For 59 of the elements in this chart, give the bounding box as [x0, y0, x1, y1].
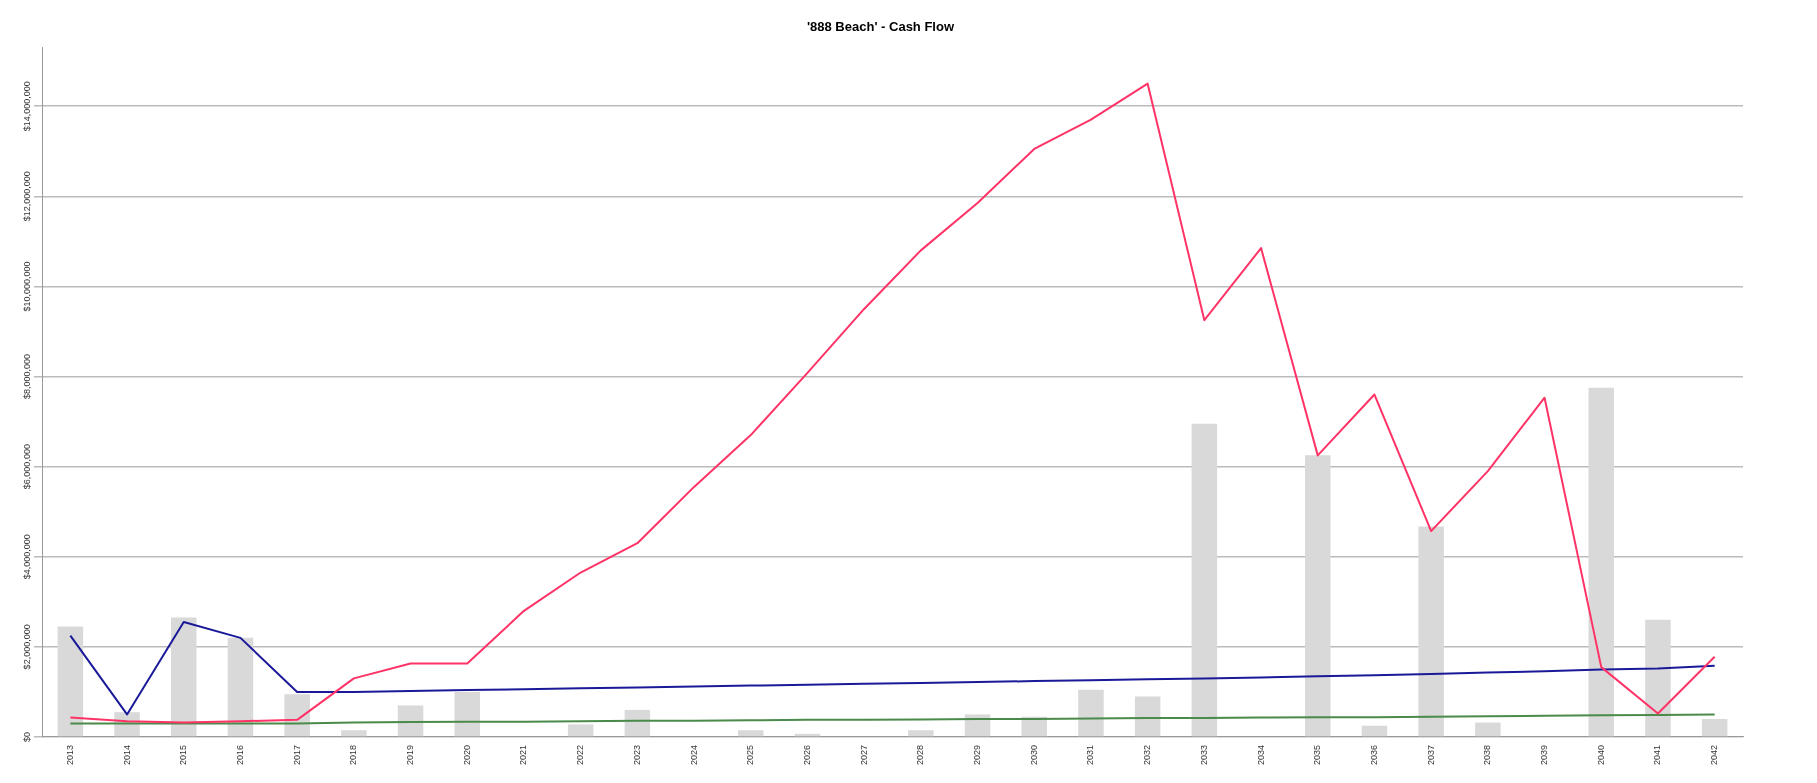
- y-tick-label: $10,000,000: [22, 261, 33, 312]
- y-tick-label: $4,000,000: [22, 534, 33, 580]
- x-tick-label: 2015: [178, 744, 189, 766]
- x-tick-label: 2030: [1028, 744, 1039, 766]
- bar: [964, 714, 991, 737]
- bar: [567, 724, 594, 737]
- x-tick-label: 2017: [291, 744, 302, 766]
- x-tick-label: 2019: [405, 744, 416, 766]
- bar: [1361, 725, 1388, 737]
- x-tick-label: 2016: [234, 744, 245, 766]
- bar: [1304, 455, 1331, 737]
- y-tick-label: $12,000,000: [22, 171, 33, 222]
- bar: [1078, 689, 1104, 737]
- x-tick-label: 2013: [64, 744, 75, 766]
- y-tick-label: $2,000,000: [22, 624, 33, 670]
- x-tick-label: 2027: [858, 744, 869, 766]
- x-tick-label: 2042: [1709, 744, 1720, 766]
- bar: [341, 730, 367, 737]
- bar: [57, 626, 84, 737]
- bar: [908, 730, 934, 737]
- x-tick-label: 2024: [688, 744, 699, 766]
- bar: [1475, 722, 1501, 737]
- x-tick-label: 2014: [121, 744, 132, 766]
- bar: [170, 617, 197, 737]
- y-tick-label: $8,000,000: [22, 354, 33, 400]
- x-tick-label: 2022: [575, 744, 586, 766]
- x-tick-label: 2021: [518, 744, 529, 766]
- x-tick-label: 2018: [348, 744, 359, 766]
- x-tick-label: 2038: [1482, 744, 1493, 766]
- y-tick-label: $14,000,000: [22, 81, 33, 132]
- x-tick-label: 2040: [1595, 744, 1606, 766]
- bar: [1588, 387, 1615, 737]
- bar: [1134, 696, 1161, 737]
- x-tick-label: 2028: [915, 744, 926, 766]
- x-tick-label: 2029: [972, 744, 983, 766]
- y-tick-label: $0: [22, 731, 33, 742]
- bar: [1191, 423, 1218, 737]
- chart-title: '888 Beach' - Cash Flow: [806, 19, 955, 35]
- x-tick-label: 2035: [1312, 744, 1323, 766]
- bar: [1645, 619, 1671, 737]
- x-tick-label: 2034: [1255, 744, 1266, 766]
- x-tick-label: 2037: [1425, 744, 1436, 766]
- x-tick-label: 2020: [461, 744, 472, 766]
- x-tick-label: 2041: [1652, 744, 1663, 766]
- bar: [1418, 526, 1444, 737]
- bar: [454, 691, 481, 737]
- x-tick-label: 2031: [1085, 744, 1096, 766]
- bar: [227, 637, 254, 737]
- x-tick-label: 2032: [1142, 744, 1153, 766]
- bar: [397, 705, 424, 737]
- bar: [737, 730, 764, 737]
- x-tick-label: 2026: [801, 744, 812, 766]
- bar: [1701, 718, 1728, 737]
- y-tick-label: $6,000,000: [22, 444, 33, 490]
- x-tick-label: 2023: [631, 744, 642, 766]
- x-tick-label: 2033: [1198, 744, 1209, 766]
- x-tick-label: 2039: [1539, 744, 1550, 766]
- x-tick-label: 2036: [1368, 744, 1379, 766]
- x-tick-label: 2025: [745, 744, 756, 766]
